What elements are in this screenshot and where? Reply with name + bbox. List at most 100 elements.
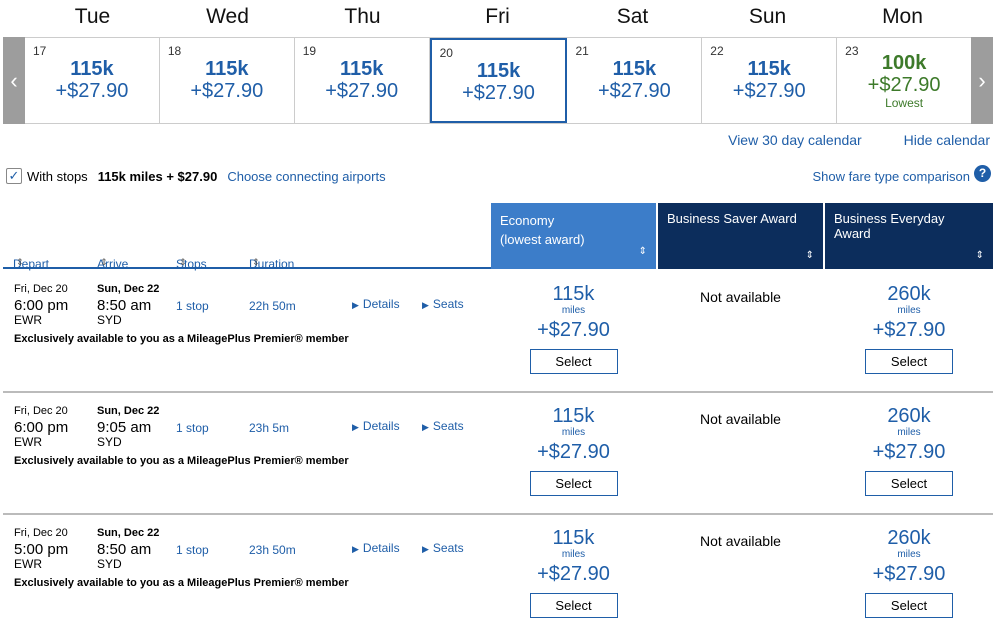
miles-label: miles	[561, 305, 586, 316]
arrive-time: 8:50 am	[97, 297, 152, 314]
arrive-airport: SYD	[97, 435, 122, 449]
fare-header-business-everyday[interactable]: Business Everyday Award ⇕	[825, 203, 993, 269]
with-stops-checkbox[interactable]: ✓	[6, 168, 22, 184]
arrive-date: Sun, Dec 22	[97, 527, 160, 539]
seats-link[interactable]: ▶ Seats	[422, 541, 464, 555]
economy-title: Economy	[500, 213, 555, 228]
not-available-label: Not available	[700, 289, 781, 305]
select-economy-button[interactable]: Select	[529, 471, 618, 496]
day-price: +$27.90	[55, 80, 129, 102]
fare-header-economy[interactable]: Economy (lowest award) ⇕	[491, 203, 656, 269]
business-saver-title: Business Saver Award	[667, 211, 797, 226]
day-price: +$27.90	[597, 80, 671, 102]
day-number: 19	[302, 44, 317, 58]
premier-note: Exclusively available to you as a Mileag…	[14, 577, 349, 589]
price-cash: +$27.90	[537, 319, 610, 341]
calendar-prev-button[interactable]: ‹	[3, 37, 25, 124]
stops-link[interactable]: 1 stop	[176, 299, 209, 313]
price-miles: 115k	[552, 405, 595, 427]
premier-note: Exclusively available to you as a Mileag…	[14, 455, 349, 467]
day-header: Tue	[74, 5, 111, 28]
duration: 23h 5m	[249, 421, 290, 435]
arrive-airport: SYD	[97, 313, 122, 327]
sort-icon: ⇕	[100, 257, 108, 267]
calendar-links: View 30 day calendar Hide calendar	[690, 132, 990, 148]
details-label: Details	[362, 419, 400, 433]
select-economy-button[interactable]: Select	[529, 349, 618, 374]
triangle-right-icon: ▶	[422, 422, 429, 432]
depart-date: Fri, Dec 20	[14, 527, 68, 539]
stops-label: Stops	[176, 257, 207, 271]
sort-icon: ⇕	[179, 257, 187, 267]
day-header: Thu	[344, 5, 381, 28]
day-miles: 115k	[476, 60, 521, 82]
calendar-day-19[interactable]: 19 115k +$27.90	[294, 38, 430, 123]
economy-subtitle: (lowest award)	[500, 232, 585, 247]
details-link[interactable]: ▶ Details	[352, 541, 400, 555]
select-economy-button[interactable]: Select	[529, 593, 618, 618]
filter-row: ✓ With stops 115k miles + $27.90 Choose …	[6, 164, 991, 187]
day-price: +$27.90	[732, 80, 806, 102]
depart-time: 6:00 pm	[14, 419, 69, 436]
sort-icon: ⇕	[805, 250, 814, 261]
arrive-date: Sun, Dec 22	[97, 283, 160, 295]
arrive-time: 9:05 am	[97, 419, 152, 436]
price-cash: +$27.90	[537, 441, 610, 463]
depart-label: Depart	[13, 257, 50, 271]
chevron-left-icon: ‹	[10, 67, 18, 93]
calendar-day-18[interactable]: 18 115k +$27.90	[159, 38, 295, 123]
day-number: 17	[33, 44, 47, 58]
select-business-everyday-button[interactable]: Select	[865, 349, 953, 374]
details-label: Details	[362, 541, 400, 555]
seats-link[interactable]: ▶ Seats	[422, 297, 464, 311]
price-miles: 260k	[887, 283, 931, 305]
with-stops-price: 115k miles + $27.90	[97, 168, 218, 184]
fare-header-business-saver[interactable]: Business Saver Award ⇕	[658, 203, 823, 269]
day-price: +$27.90	[462, 82, 535, 104]
miles-label: miles	[897, 305, 921, 316]
day-price: +$27.90	[325, 80, 399, 102]
chevron-right-icon: ›	[978, 67, 986, 93]
show-fare-type-comparison-link[interactable]: Show fare type comparison ?	[812, 164, 991, 184]
sort-icon: ⇕	[975, 250, 984, 261]
seats-link[interactable]: ▶ Seats	[422, 419, 464, 433]
triangle-right-icon: ▶	[422, 544, 429, 554]
details-link[interactable]: ▶ Details	[352, 419, 400, 433]
calendar-day-20-selected[interactable]: 20 115k +$27.90	[429, 38, 568, 123]
calendar-next-button[interactable]: ›	[971, 37, 993, 124]
miles-label: miles	[897, 427, 921, 438]
triangle-right-icon: ▶	[352, 422, 359, 432]
calendar-day-22[interactable]: 22 115k +$27.90	[702, 38, 838, 123]
calendar-days: 17 115k +$27.90 18 115k +$27.90 19 115k …	[25, 37, 972, 124]
economy-price: 115k miles +$27.90 Select	[491, 283, 656, 374]
miles-label: miles	[561, 549, 586, 560]
hide-calendar-link[interactable]: Hide calendar	[903, 132, 990, 148]
day-miles: 115k	[70, 58, 114, 80]
help-icon[interactable]: ?	[974, 164, 991, 182]
stops-link[interactable]: 1 stop	[176, 543, 209, 557]
stops-link[interactable]: 1 stop	[176, 421, 209, 435]
calendar-day-17[interactable]: 17 115k +$27.90	[25, 38, 160, 123]
day-header: Sat	[616, 5, 649, 28]
day-number: 18	[167, 44, 182, 58]
business-everyday-price: 260k miles +$27.90 Select	[825, 527, 993, 618]
checkmark-icon: ✓	[8, 168, 20, 183]
triangle-right-icon: ▶	[352, 300, 359, 310]
price-miles: 260k	[887, 405, 931, 427]
choose-connecting-airports-link[interactable]: Choose connecting airports	[227, 168, 386, 184]
sort-icon: ⇕	[252, 257, 260, 267]
calendar-day-23-lowest[interactable]: 23 100k +$27.90 Lowest	[837, 38, 972, 123]
select-business-everyday-button[interactable]: Select	[865, 471, 953, 496]
flight-row: Fri, Dec 20 6:00 pm EWR Sun, Dec 22 9:05…	[3, 393, 993, 515]
view-30-day-calendar-link[interactable]: View 30 day calendar	[728, 132, 862, 148]
select-business-everyday-button[interactable]: Select	[865, 593, 953, 618]
details-link[interactable]: ▶ Details	[352, 297, 400, 311]
calendar-day-21[interactable]: 21 115k +$27.90	[567, 38, 703, 123]
day-miles: 115k	[747, 58, 791, 80]
depart-date: Fri, Dec 20	[14, 283, 68, 295]
triangle-right-icon: ▶	[352, 544, 359, 554]
seats-label: Seats	[432, 297, 464, 311]
economy-price: 115k miles +$27.90 Select	[491, 527, 656, 618]
not-available-label: Not available	[700, 411, 781, 427]
flight-row: Fri, Dec 20 6:00 pm EWR Sun, Dec 22 8:50…	[3, 271, 993, 393]
